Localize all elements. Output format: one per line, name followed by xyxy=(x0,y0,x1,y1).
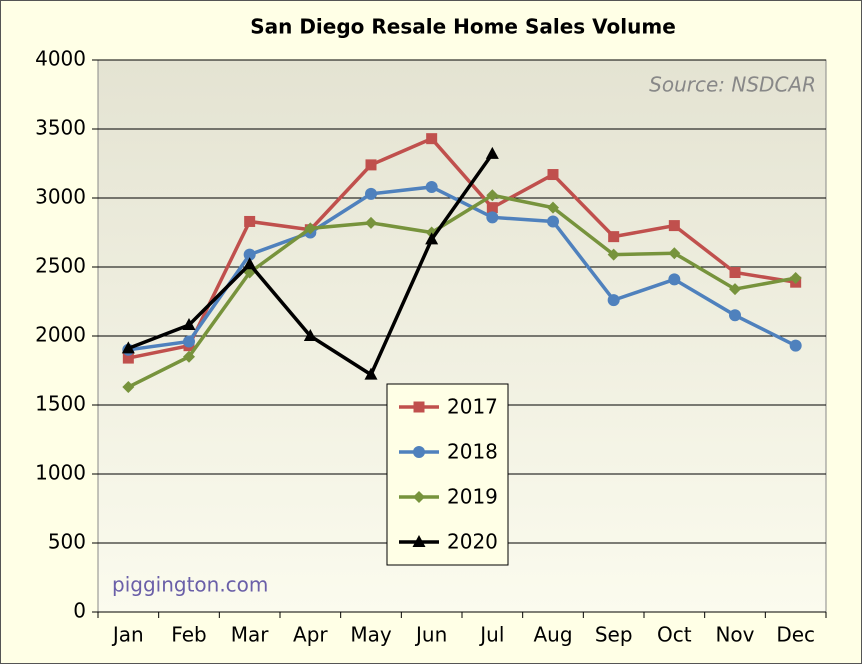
marker xyxy=(244,215,256,227)
marker xyxy=(668,273,681,286)
marker xyxy=(183,335,195,348)
x-tick-label: Oct xyxy=(657,623,692,647)
y-tick-label: 0 xyxy=(73,599,86,623)
marker xyxy=(121,341,135,354)
marker xyxy=(413,491,425,503)
x-tick-label: Apr xyxy=(293,623,328,647)
marker xyxy=(365,187,377,200)
marker xyxy=(303,329,317,341)
marker xyxy=(547,201,559,214)
marker xyxy=(485,146,499,159)
marker xyxy=(729,309,741,322)
marker xyxy=(243,248,256,261)
legend-label: 2019 xyxy=(447,485,498,509)
marker xyxy=(122,352,134,364)
marker xyxy=(182,317,196,330)
x-tick-label: Nov xyxy=(715,623,754,647)
marker xyxy=(243,257,257,270)
x-tick-label: Aug xyxy=(533,623,572,647)
marker xyxy=(486,211,499,224)
x-tick-label: Mar xyxy=(231,623,270,647)
marker xyxy=(122,381,135,394)
legend-label: 2020 xyxy=(447,530,498,554)
marker xyxy=(668,220,680,232)
marker xyxy=(668,247,681,260)
legend: 2017 2018 2019 2020 xyxy=(386,383,509,566)
marker xyxy=(412,535,426,547)
marker xyxy=(183,350,195,363)
y-tick-label: 4000 xyxy=(35,47,86,71)
marker xyxy=(304,222,317,235)
y-tick-label: 500 xyxy=(48,530,86,554)
x-tick-label: Dec xyxy=(776,623,815,647)
marker xyxy=(425,180,438,193)
marker xyxy=(365,159,377,171)
x-tick-label: Jul xyxy=(478,623,504,647)
y-tick-label: 3000 xyxy=(35,185,86,209)
x-tick-label: Sep xyxy=(595,623,633,647)
marker xyxy=(608,231,620,243)
marker xyxy=(413,446,425,458)
marker xyxy=(547,215,559,228)
legend-label: 2018 xyxy=(447,440,498,464)
series-line xyxy=(127,193,796,389)
marker xyxy=(413,401,425,413)
marker xyxy=(364,367,378,380)
chart-title: San Diego Resale Home Sales Volume xyxy=(250,15,676,39)
marker xyxy=(486,189,499,202)
marker xyxy=(607,248,620,261)
marker xyxy=(789,339,802,352)
marker xyxy=(426,133,438,145)
series-line xyxy=(128,185,797,352)
series-line xyxy=(127,136,796,360)
y-tick-label: 3500 xyxy=(35,116,86,140)
y-tick-label: 1500 xyxy=(35,392,86,416)
x-tick-label: Jun xyxy=(414,623,447,647)
marker xyxy=(547,169,559,181)
x-tick-label: May xyxy=(350,623,392,647)
marker xyxy=(425,232,439,245)
y-tick-label: 2500 xyxy=(35,254,86,278)
marker xyxy=(729,283,741,296)
marker xyxy=(729,267,741,279)
marker xyxy=(486,202,498,214)
x-tick-label: Jan xyxy=(111,623,144,647)
legend-box xyxy=(386,383,509,566)
marker xyxy=(365,216,377,229)
y-tick-label: 2000 xyxy=(35,323,86,347)
marker xyxy=(789,272,802,285)
x-tick-label: Feb xyxy=(171,623,206,647)
watermark: piggington.com xyxy=(112,573,268,597)
source-note: Source: NSDCAR xyxy=(649,73,816,97)
y-tick-label: 1000 xyxy=(35,461,86,485)
marker xyxy=(607,294,620,307)
legend-label: 2017 xyxy=(447,395,498,419)
